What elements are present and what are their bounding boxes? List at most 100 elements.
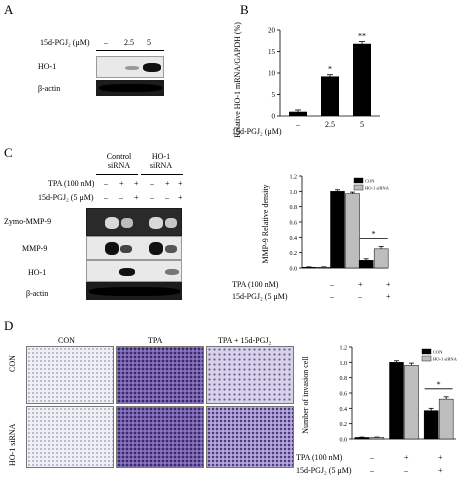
col-label-d-3: TPA + 15d-PGJ₂ — [218, 336, 272, 345]
bar-b — [289, 111, 307, 116]
bar-b — [353, 43, 371, 116]
y-tick-label-b: 15 — [268, 48, 276, 56]
blot-a-ho1 — [96, 56, 164, 78]
chart-pgj-sign-c-3: + — [386, 292, 391, 301]
bar-d-sirna — [438, 398, 454, 440]
bar-d-sirna — [369, 437, 385, 440]
bar-c-sirna — [316, 266, 332, 269]
chart-pgj-label-c: 15d-PGJ₂ (5 μM) — [232, 292, 288, 301]
sig-marker-b: * — [328, 65, 332, 74]
y-tick-label-d: 0.8 — [340, 376, 348, 382]
y-tick-label-d: 1.0 — [340, 361, 348, 367]
blot-c-ho1 — [86, 260, 182, 282]
xlabel-b: 15d-PGJ₂ (μM) — [232, 127, 282, 136]
chart-c: 0.0 0.2 0.4 0.6 0.8 1.0 1.2 * CON HO-1 siRNA MMP-… — [261, 175, 390, 273]
ylabel-d: Number of invasion cell — [301, 355, 310, 433]
legend-swatch-d — [421, 348, 432, 355]
y-tick-label-d: 1.2 — [340, 346, 348, 352]
col-label-d-2: TPA — [148, 336, 163, 345]
panel-letter-c: C — [4, 145, 13, 160]
bar-c-con — [358, 260, 374, 269]
col-label-d-1: CON — [58, 336, 75, 345]
lane-label-a-2: 2.5 — [124, 38, 134, 47]
legend-swatch-d — [421, 355, 432, 362]
micrograph-si-tpa — [116, 406, 204, 468]
chart-tpa-sign-c-3: + — [386, 280, 391, 289]
micrograph-si-tpa-pgj — [206, 406, 294, 468]
pgj-sign-c-5: – — [165, 193, 169, 202]
bar-d-con — [423, 410, 439, 440]
pgj-sign-d-3: + — [438, 466, 443, 475]
bar-d-con — [354, 437, 370, 440]
chart-d: 0.0 0.2 0.4 0.6 0.8 1.0 1.2 * CON HO-1 siRNA Numb… — [301, 346, 458, 444]
group-rule-2 — [141, 174, 183, 175]
y-tick-label-c: 0.4 — [290, 236, 298, 242]
y-tick-label-c: 1.0 — [290, 190, 298, 196]
pgj-sign-c-6: + — [178, 193, 183, 202]
tpa-sign-c-6: + — [178, 179, 183, 188]
row-label-d-1: CON — [8, 355, 17, 372]
y-tick-label-b: 10 — [268, 70, 276, 78]
y-tick-label-d: 0.2 — [340, 422, 348, 428]
bar-d-con — [389, 362, 404, 440]
chart-b: 0 5 10 15 20 – 2.5 * 5 ** Relative HO-1 mRNA/GAPD… — [233, 22, 380, 138]
lane-label-a-1: – — [104, 38, 108, 47]
bar-b — [321, 76, 339, 116]
tpa-sign-c-2: + — [119, 179, 124, 188]
y-tick-label-b: 0 — [272, 113, 276, 121]
chart-tpa-sign-c-1: – — [330, 280, 334, 289]
tpa-sign-d-3: + — [438, 453, 443, 462]
lane-label-a-3: 5 — [147, 38, 151, 47]
micrograph-con-con — [26, 346, 114, 404]
tpa-sign-d-1: – — [370, 453, 374, 462]
tpa-sign-c-4: – — [150, 179, 154, 188]
tpa-sign-c-5: + — [165, 179, 170, 188]
y-tick-label-c: 0.2 — [290, 251, 298, 257]
sig-marker-b: ** — [358, 32, 366, 41]
row-label-c-mmp9: MMP-9 — [22, 244, 48, 253]
chart-pgj-sign-c-1: – — [330, 292, 334, 301]
x-tick-label-b: 5 — [360, 120, 364, 129]
y-tick-label-c: 0.6 — [290, 221, 298, 227]
tpa-label-c: TPA (100 nM) — [48, 179, 95, 188]
micrograph-con-tpa-pgj — [206, 346, 294, 404]
group-rule-1 — [96, 174, 138, 175]
pgj-label-d: 15d-PGJ₂ (5 μM) — [296, 466, 352, 475]
row-label-c-ho1: HO-1 — [28, 268, 47, 277]
bar-c-sirna — [345, 193, 360, 269]
chart-pgj-sign-c-2: – — [358, 292, 362, 301]
bar-c-con — [301, 266, 317, 269]
bar-c-sirna — [373, 248, 389, 269]
x-tick-label-b: 2.5 — [325, 120, 335, 129]
x-tick-label-b: – — [295, 120, 301, 129]
micrograph-si-con — [26, 406, 114, 468]
pgj-sign-c-3: + — [134, 193, 139, 202]
blot-a-actin — [96, 80, 164, 96]
legend-label-d: CON — [433, 350, 443, 355]
panel-letter-a: A — [4, 2, 14, 17]
sig-marker-d: * — [437, 380, 441, 389]
row-label-d-2: HO-1 siRNA — [8, 423, 17, 466]
row-label-c-zymo: Zymo-MMP-9 — [4, 217, 52, 226]
ylabel-b: Relative HO-1 mRNA/GAPDH (%) — [233, 22, 242, 138]
pgj-sign-c-1: – — [104, 193, 108, 202]
legend-swatch-c — [353, 177, 364, 184]
tpa-sign-c-3: + — [134, 179, 139, 188]
micrograph-con-tpa — [116, 346, 204, 404]
y-tick-label-b: 5 — [272, 91, 276, 99]
tpa-sign-c-1: – — [104, 179, 108, 188]
chart-tpa-label-c: TPA (100 nM) — [232, 280, 279, 289]
y-tick-label-c: 0.0 — [290, 267, 298, 273]
row-label-a-ho1: HO-1 — [38, 62, 57, 71]
ylabel-c: MMP-9 Relative density — [261, 184, 270, 263]
bar-d-sirna — [404, 365, 419, 440]
y-tick-label-d: 0.0 — [340, 438, 348, 444]
panel-letter-d: D — [4, 318, 14, 333]
chart-tpa-sign-c-2: + — [358, 280, 363, 289]
blot-c-actin — [86, 282, 182, 300]
group-label-control: Control siRNA — [106, 152, 132, 170]
bar-c-con — [330, 191, 345, 269]
group-label-ho1: HO-1 siRNA — [149, 152, 173, 170]
blot-c-mmp9 — [86, 236, 182, 260]
pgj-sign-c-2: – — [119, 193, 123, 202]
